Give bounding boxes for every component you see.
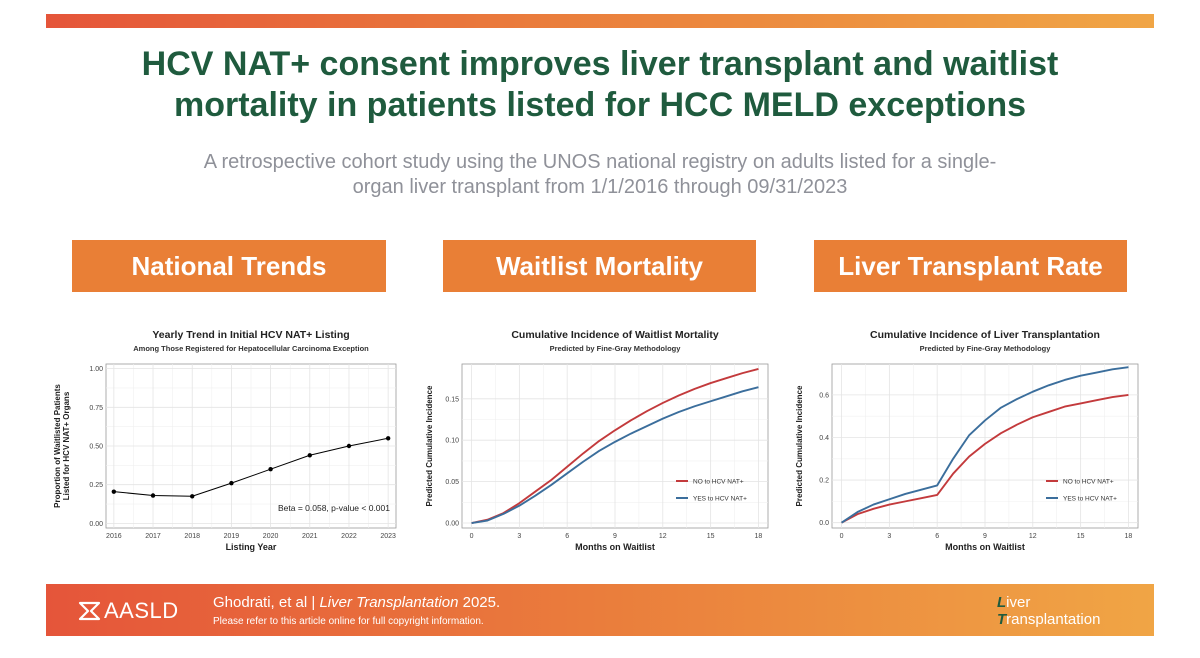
section-liver-transplant-rate: Liver Transplant Rate <box>814 240 1127 292</box>
series-line-1 <box>841 393 1129 524</box>
data-point <box>190 494 195 499</box>
y-tick-label: 0.2 <box>819 478 829 485</box>
x-axis-label: Listing Year <box>226 542 277 552</box>
copyright-note: Please refer to this article online for … <box>213 616 484 627</box>
x-tick-label: 18 <box>1125 533 1133 540</box>
data-point <box>268 467 273 472</box>
citation-year: 2025. <box>462 594 501 611</box>
legend-label-2: YES to HCV NAT+ <box>1063 496 1117 503</box>
subtitle-line-1: A retrospective cohort study using the U… <box>203 151 997 173</box>
journal-logo-initial-l: L <box>997 594 1007 611</box>
y-tick-label: 0.15 <box>445 396 459 403</box>
y-tick-label: 1.00 <box>89 366 103 373</box>
aasld-logo: AASLD <box>78 598 218 624</box>
page-subtitle: A retrospective cohort study using the U… <box>150 150 1050 200</box>
x-tick-label: 2019 <box>224 533 240 540</box>
x-tick-label: 12 <box>659 533 667 540</box>
x-tick-label: 3 <box>887 533 891 540</box>
journal-logo: Liver Transplantation <box>997 594 1100 628</box>
x-tick-label: 2022 <box>341 533 357 540</box>
title-line-1: HCV NAT+ consent improves liver transpla… <box>141 45 1059 83</box>
x-axis-label: Months on Waitlist <box>945 542 1025 552</box>
chart-liver-transplant-rate: Cumulative Incidence of Liver Transplant… <box>790 322 1148 559</box>
x-tick-label: 3 <box>517 533 521 540</box>
y-tick-label: 0.25 <box>89 482 103 489</box>
top-accent-bar <box>46 14 1154 28</box>
section-national-trends: National Trends <box>72 240 386 292</box>
x-tick-label: 18 <box>755 533 763 540</box>
citation-journal: Liver Transplantation <box>319 594 459 611</box>
x-tick-label: 2020 <box>263 533 279 540</box>
journal-logo-word-2: ransplantation <box>1006 611 1101 628</box>
chart-subtitle: Among Those Registered for Hepatocellula… <box>133 344 369 353</box>
x-tick-label: 2018 <box>184 533 200 540</box>
x-tick-label: 2017 <box>145 533 161 540</box>
chart-waitlist-mortality-svg: Cumulative Incidence of Waitlist Mortali… <box>425 329 769 552</box>
x-tick-label: 2021 <box>302 533 318 540</box>
y-axis-label: Predicted Cumulative Incidence <box>425 385 434 506</box>
title-line-2: mortality in patients listed for HCC MEL… <box>173 86 1026 124</box>
y-tick-label: 0.75 <box>89 405 103 412</box>
series-line-1 <box>471 368 759 524</box>
page-title: HCV NAT+ consent improves liver transpla… <box>60 44 1140 126</box>
y-tick-label: 0.00 <box>445 521 459 528</box>
y-tick-label: 0.6 <box>819 392 829 399</box>
aasld-logo-text: AASLD <box>104 598 179 623</box>
y-tick-label: 0.4 <box>819 435 829 442</box>
citation: Ghodrati, et al | Liver Transplantation … <box>213 594 500 612</box>
legend-label-1: NO to HCV NAT+ <box>693 479 744 486</box>
chart-title: Cumulative Incidence of Liver Transplant… <box>870 329 1100 341</box>
footer-bar: AASLD Ghodrati, et al | Liver Transplant… <box>46 584 1154 636</box>
series-line-2 <box>841 366 1129 524</box>
data-point <box>150 493 156 498</box>
y-axis-label: Predicted Cumulative Incidence <box>795 385 804 506</box>
journal-logo-initial-t: T <box>997 611 1007 628</box>
y-tick-label: 0.10 <box>445 438 459 445</box>
chart-annotation: Beta = 0.058, p-value < 0.001 <box>278 503 390 513</box>
x-axis-label: Months on Waitlist <box>575 542 655 552</box>
x-tick-label: 6 <box>565 533 569 540</box>
chart-subtitle: Predicted by Fine-Gray Methodology <box>550 344 682 353</box>
chart-title: Yearly Trend in Initial HCV NAT+ Listing <box>152 329 349 341</box>
y-tick-label: 0.0 <box>819 520 829 527</box>
x-tick-label: 0 <box>470 533 474 540</box>
citation-separator: | <box>311 594 316 611</box>
x-tick-label: 15 <box>1077 533 1085 540</box>
legend-label-1: NO to HCV NAT+ <box>1063 479 1114 486</box>
y-tick-label: 0.05 <box>445 479 459 486</box>
legend-label-2: YES to HCV NAT+ <box>693 496 747 503</box>
chart-liver-transplant-rate-svg: Cumulative Incidence of Liver Transplant… <box>795 329 1139 552</box>
y-axis-label-line-1: Proportion of Waitlisted Patients <box>53 384 62 508</box>
x-tick-label: 9 <box>613 533 617 540</box>
chart-title: Cumulative Incidence of Waitlist Mortali… <box>511 329 718 341</box>
citation-authors: Ghodrati, et al <box>213 594 308 611</box>
x-tick-label: 6 <box>935 533 939 540</box>
data-point <box>346 443 352 449</box>
y-tick-label: 0.00 <box>89 521 103 528</box>
x-tick-label: 2016 <box>106 533 122 540</box>
chart-national-trends: Yearly Trend in Initial HCV NAT+ Listing… <box>48 322 406 559</box>
y-tick-label: 0.50 <box>89 444 103 451</box>
data-point <box>111 489 117 494</box>
data-point <box>307 453 312 458</box>
chart-waitlist-mortality: Cumulative Incidence of Waitlist Mortali… <box>420 322 778 559</box>
aasld-mark-icon <box>78 601 101 621</box>
data-point <box>229 480 234 486</box>
subtitle-line-2: organ liver transplant from 1/1/2016 thr… <box>352 176 848 198</box>
series-line-2 <box>471 386 759 524</box>
x-tick-label: 9 <box>983 533 987 540</box>
journal-logo-word-1: iver <box>1006 594 1031 611</box>
y-axis-label-line-2: Listed for HCV NAT+ Organs <box>62 391 71 500</box>
section-waitlist-mortality: Waitlist Mortality <box>443 240 756 292</box>
chart-national-trends-svg: Yearly Trend in Initial HCV NAT+ Listing… <box>53 329 397 552</box>
chart-subtitle: Predicted by Fine-Gray Methodology <box>920 344 1052 353</box>
series-line-1 <box>113 437 389 497</box>
x-tick-label: 2023 <box>380 533 396 540</box>
x-tick-label: 0 <box>840 533 844 540</box>
x-tick-label: 12 <box>1029 533 1037 540</box>
x-tick-label: 15 <box>707 533 715 540</box>
data-point <box>385 436 391 441</box>
